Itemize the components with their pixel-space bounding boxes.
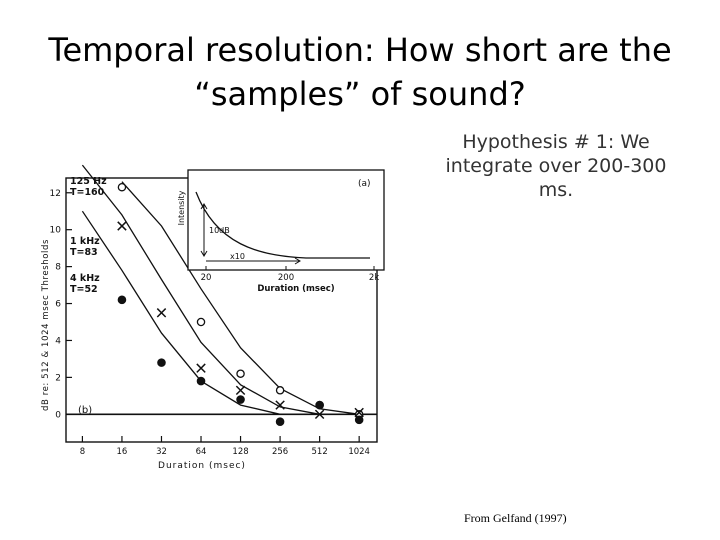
data-point-filled-circle bbox=[117, 295, 127, 305]
data-point-filled-circle bbox=[236, 395, 245, 404]
source-citation: From Gelfand (1997) bbox=[464, 511, 567, 525]
title-line-2: “samples” of sound? bbox=[194, 75, 526, 113]
data-point-filled-circle bbox=[157, 358, 166, 367]
main-labels: dB re: 512 & 1024 msec Thresholds Durati… bbox=[41, 176, 246, 471]
inset-x-tick-label: 20 bbox=[201, 273, 212, 283]
inset-duration-arrow bbox=[206, 257, 301, 265]
y-tick-label: 6 bbox=[55, 300, 61, 310]
x-tick-label: 1024 bbox=[348, 447, 370, 457]
panel-label-b: (b) bbox=[78, 405, 92, 416]
hypothesis-text: Hypothesis # 1: We integrate over 200-30… bbox=[445, 131, 667, 201]
data-point-cross bbox=[156, 308, 167, 318]
y-tick-label: 4 bbox=[55, 336, 61, 346]
inset-frame bbox=[187, 169, 385, 271]
main-marks bbox=[117, 182, 364, 426]
y-tick-label: 12 bbox=[50, 189, 61, 199]
x-tick-label: 512 bbox=[312, 447, 328, 457]
data-point-cross bbox=[117, 221, 127, 231]
title-line-1: Temporal resolution: How short are the bbox=[48, 31, 672, 69]
main-x-axis-label: Duration (msec) bbox=[158, 461, 246, 471]
inset-x-tick-label: 2k bbox=[369, 273, 379, 283]
fit-curve bbox=[81, 164, 360, 415]
inset-intensity-arrow bbox=[200, 203, 208, 257]
series-time-constant: T=83 bbox=[70, 247, 98, 258]
data-point-cross bbox=[196, 363, 206, 373]
data-point-open-circle bbox=[117, 182, 127, 192]
data-point-filled-circle bbox=[196, 376, 206, 386]
x-tick-label: 16 bbox=[117, 447, 128, 457]
inset-curve bbox=[195, 191, 370, 259]
x-tick-label: 256 bbox=[272, 447, 288, 457]
y-tick-label: 2 bbox=[55, 373, 61, 383]
inset-y-axis-label: Intensity bbox=[177, 190, 186, 225]
data-point-open-circle bbox=[196, 317, 206, 327]
fit-curve bbox=[81, 210, 360, 415]
data-point-cross bbox=[314, 409, 325, 420]
series-label: 125 Hz bbox=[70, 176, 107, 187]
data-point-open-circle bbox=[275, 386, 285, 395]
y-tick-label: 10 bbox=[50, 226, 62, 236]
y-tick-label: 8 bbox=[55, 263, 61, 273]
inset-annotation-factor: x10 bbox=[230, 252, 245, 261]
x-tick-label: 64 bbox=[196, 447, 207, 457]
data-point-open-circle bbox=[236, 369, 245, 378]
inset-annotation-db: 10dB bbox=[209, 226, 230, 235]
series-time-constant: T=52 bbox=[70, 284, 98, 295]
series-label: 4 kHz bbox=[70, 273, 100, 284]
x-tick-label: 128 bbox=[232, 447, 248, 457]
y-tick-label: 0 bbox=[55, 410, 61, 420]
inset-x-axis-label: Duration (msec) bbox=[257, 284, 334, 294]
data-point-cross bbox=[354, 407, 364, 418]
data-point-cross bbox=[235, 385, 246, 396]
x-tick-label: 8 bbox=[80, 447, 85, 457]
slide-title: Temporal resolution: How short are the “… bbox=[0, 28, 720, 116]
data-point-cross bbox=[275, 400, 285, 410]
inset-x-tick-label: 200 bbox=[278, 273, 294, 283]
series-time-constant: T=160 bbox=[70, 187, 105, 198]
data-point-filled-circle bbox=[354, 415, 364, 425]
data-point-filled-circle bbox=[275, 417, 285, 426]
inset-panel-a: (a) Intensity 10dB x10 20 200 2k Duration (msec… bbox=[177, 169, 385, 294]
data-point-filled-circle bbox=[315, 400, 324, 410]
x-tick-label: 32 bbox=[156, 447, 167, 457]
series-label: 1 kHz bbox=[70, 236, 100, 247]
main-y-axis-label: dB re: 512 & 1024 msec Thresholds bbox=[41, 239, 51, 411]
panel-label-a: (a) bbox=[358, 179, 371, 189]
